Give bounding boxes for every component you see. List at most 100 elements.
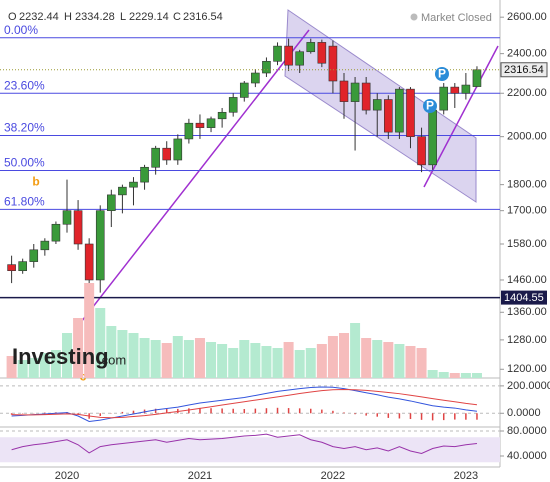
annotation: c	[80, 370, 87, 384]
volume-bar	[217, 344, 228, 378]
candle-body	[18, 261, 27, 272]
candle-body	[306, 42, 316, 53]
candle-body	[129, 181, 138, 188]
volume-bar	[183, 340, 194, 378]
fib-label: 38.20%	[4, 121, 45, 135]
candle-body	[118, 186, 127, 196]
annotation: P	[438, 67, 446, 81]
candle-body	[295, 51, 304, 66]
y-tick-label: 1580.00	[507, 238, 547, 250]
y-tick-label: 2600.00	[507, 11, 547, 23]
annotation: P	[426, 99, 434, 113]
candle-body	[51, 223, 61, 242]
candle-body	[339, 80, 349, 102]
volume-bar	[150, 340, 161, 378]
fib-label: 61.80%	[4, 194, 45, 208]
market-status: Market Closed	[421, 12, 492, 24]
volume-bar	[416, 348, 427, 378]
marks: 2600.00 2400.00 2200.00 2000.00 1800.00 1700.…	[0, 11, 550, 482]
volume-bar	[460, 373, 471, 378]
fib-label: 50.00%	[4, 156, 45, 170]
volume-bar	[95, 308, 106, 378]
candle-body	[29, 249, 39, 262]
volume-bar	[84, 283, 95, 378]
candle-body	[372, 99, 382, 111]
candle-body	[417, 136, 426, 166]
candle-body	[439, 86, 449, 111]
candle-body	[162, 147, 172, 161]
volume-bar	[206, 342, 217, 378]
ohlc-value: 2229.14	[129, 11, 169, 23]
candle-body	[195, 122, 205, 128]
support-label: 1404.55	[504, 292, 544, 304]
candle-body	[317, 42, 327, 64]
volume-bar	[128, 333, 139, 378]
candle-body	[361, 82, 371, 111]
candle-body	[384, 99, 393, 133]
fib-label: 23.60%	[4, 78, 45, 92]
x-tick-label: 2021	[188, 470, 212, 482]
y-tick-label: 1360.00	[507, 306, 547, 318]
volume-bar	[471, 373, 482, 378]
volume-bar	[339, 333, 349, 378]
candle-body	[206, 118, 216, 128]
series-line	[11, 386, 478, 422]
candle-body	[228, 97, 238, 113]
volume-bar	[394, 344, 405, 378]
volume-bar	[172, 336, 183, 378]
x-tick-label: 2020	[55, 470, 79, 482]
candle-body	[62, 210, 72, 225]
candle-body	[428, 109, 437, 166]
x-tick-label: 2022	[321, 470, 345, 482]
y-tick-label: 80.0000	[507, 425, 547, 437]
volume-bar	[405, 346, 416, 378]
volume-bar	[139, 338, 150, 378]
ohlc-label: C	[173, 11, 181, 23]
volume-bar	[449, 373, 460, 378]
candle-body	[284, 45, 293, 66]
y-tick-label: 1200.00	[507, 363, 547, 375]
fib-label: 0.00%	[4, 23, 38, 37]
candle-body	[173, 138, 183, 161]
volume-bar	[6, 356, 17, 378]
marker-circle	[435, 67, 449, 81]
ohlc-value: 2316.54	[183, 11, 223, 23]
y-tick-label: 200.0000	[507, 380, 550, 392]
volume-bar	[73, 318, 84, 378]
candle-body	[262, 60, 271, 74]
candle-body	[151, 147, 160, 168]
volume-bar	[28, 358, 39, 378]
last-price-label: 2316.54	[504, 64, 544, 76]
candle-body	[406, 88, 415, 137]
support-label-box	[501, 290, 547, 305]
ohlc-label: O	[8, 11, 17, 23]
volume-bar	[106, 326, 117, 378]
candle-body	[40, 240, 50, 251]
ohlc-label: H	[64, 11, 72, 23]
volume-bar	[383, 342, 394, 378]
volume-bar	[62, 333, 72, 378]
volume-bar	[228, 348, 239, 378]
band	[0, 437, 500, 463]
candle-body	[461, 84, 471, 94]
y-tick-label: 0.0000	[507, 407, 541, 419]
y-tick-label: 1700.00	[507, 205, 547, 217]
ohlc-value: 2232.44	[19, 11, 59, 23]
series-line	[11, 433, 478, 455]
volume-bar	[239, 340, 250, 378]
y-tick-label: 2400.00	[507, 48, 547, 60]
volume-bar	[316, 344, 327, 378]
status-dot	[410, 13, 418, 21]
volume-bar	[39, 353, 50, 378]
volume-bar	[427, 370, 438, 378]
volume-bar	[261, 346, 272, 378]
candle-body	[217, 111, 227, 120]
annotation: b	[32, 175, 39, 189]
candle-body	[273, 45, 282, 62]
y-tick-label: 40.0000	[507, 450, 547, 462]
volume-bar	[361, 338, 372, 378]
ohlc-value: 2334.28	[75, 11, 115, 23]
volume-bar	[283, 342, 294, 378]
candle-body	[95, 210, 105, 281]
volume-bar	[194, 338, 205, 378]
